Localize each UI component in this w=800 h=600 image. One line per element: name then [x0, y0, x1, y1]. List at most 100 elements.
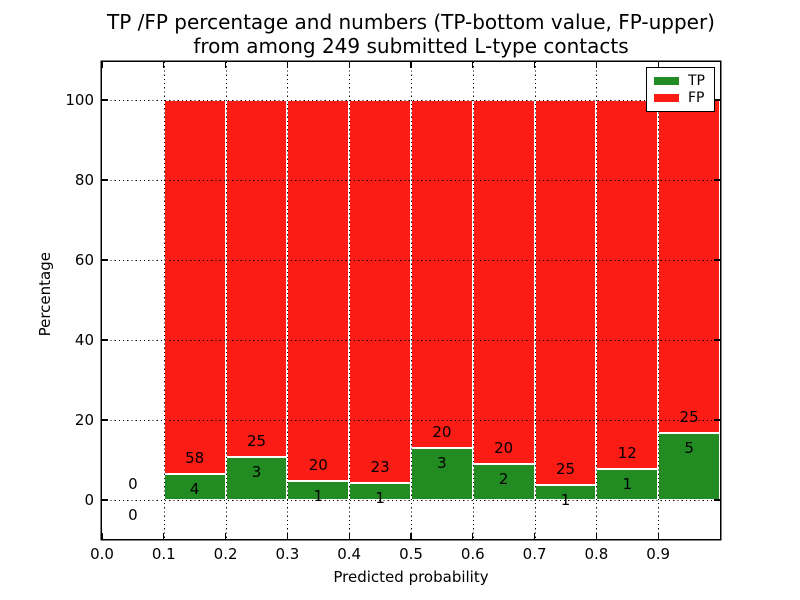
x-tick-mark — [286, 62, 289, 68]
v-gridline — [349, 62, 351, 539]
tp-count-label: 1 — [313, 486, 324, 505]
v-gridline — [534, 62, 536, 539]
fp-count-label: 23 — [370, 458, 390, 477]
y-tick-mark — [102, 99, 108, 101]
chart-title: TP /FP percentage and numbers (TP-bottom… — [102, 10, 720, 58]
x-tick-mark — [534, 62, 536, 68]
bar-fp-segment — [596, 100, 659, 470]
v-gridline — [658, 62, 660, 539]
y-tick-mark — [714, 179, 720, 181]
y-tick-mark — [102, 499, 108, 501]
y-tick-mark — [714, 339, 720, 341]
bar-fp-segment — [534, 100, 597, 485]
legend-label-fp: FP — [688, 90, 705, 106]
bar-fp-segment — [163, 100, 226, 475]
y-tick-label: 0 — [84, 491, 94, 509]
x-tick-mark — [595, 533, 598, 539]
tp-count-label: 2 — [498, 469, 509, 488]
x-tick-label: 0.2 — [213, 545, 238, 563]
y-tick-label: 100 — [65, 91, 94, 109]
legend-entry-fp: FP — [654, 90, 705, 106]
bar-fp-segment — [658, 100, 720, 434]
y-tick-mark — [102, 339, 108, 341]
x-tick-mark — [101, 62, 103, 68]
x-tick-mark — [163, 533, 165, 539]
y-tick-mark — [714, 499, 720, 501]
y-tick-mark — [714, 259, 720, 261]
x-tick-label: 0.5 — [399, 545, 423, 563]
chart-title-line2: from among 249 submitted L-type contacts — [193, 34, 629, 58]
v-gridline — [411, 62, 412, 539]
bar-tp-segment — [225, 457, 288, 500]
bar-fp-segment — [349, 100, 411, 484]
tp-color-swatch-icon — [654, 77, 679, 85]
legend: TP FP — [646, 67, 715, 112]
x-tick-mark — [286, 533, 289, 539]
y-tick-label: 20 — [74, 411, 94, 429]
fp-count-label: 25 — [679, 408, 699, 427]
v-gridline — [472, 62, 474, 539]
legend-label-tp: TP — [688, 73, 705, 89]
x-tick-label: 0.8 — [584, 545, 609, 563]
v-gridline — [287, 62, 289, 539]
tp-count-label: 4 — [189, 480, 200, 499]
tp-count-label: 1 — [375, 489, 385, 508]
x-tick-label: 0.6 — [460, 545, 485, 563]
x-tick-mark — [534, 533, 536, 539]
x-tick-mark — [657, 62, 659, 68]
fp-count-label: 58 — [185, 449, 205, 468]
x-tick-label: 0.0 — [90, 545, 114, 563]
v-gridline — [163, 62, 165, 539]
y-tick-label: 40 — [74, 331, 94, 349]
fp-count-label: 20 — [432, 422, 452, 441]
tp-count-label: 3 — [251, 463, 262, 482]
x-tick-mark — [410, 533, 412, 539]
chart-title-line1: TP /FP percentage and numbers (TP-bottom… — [107, 10, 715, 34]
y-tick-mark — [102, 179, 108, 181]
legend-entry-tp: TP — [654, 73, 705, 89]
plot-area: 0 0 58 4 25 3 20 1 23 1 20 3 20 2 25 1 12 1 25 5 — [101, 62, 720, 539]
tp-count-label: 1 — [622, 475, 633, 494]
y-tick-label: 80 — [74, 171, 94, 189]
y-tick-mark — [102, 419, 108, 421]
y-tick-mark — [714, 99, 720, 101]
x-axis-label: Predicted probability — [333, 568, 489, 586]
tp-count-label: 3 — [437, 453, 447, 472]
x-tick-mark — [225, 533, 227, 539]
bar-fp-segment — [225, 100, 288, 458]
v-gridline — [596, 62, 598, 539]
fp-count-label: 25 — [246, 432, 267, 451]
fp-count-label: 12 — [617, 444, 637, 463]
fp-count-label: 20 — [308, 455, 328, 474]
x-tick-mark — [348, 533, 350, 539]
bar-tp-segment — [163, 474, 226, 500]
v-gridline — [225, 62, 227, 539]
fp-count-label: 0 — [128, 475, 138, 493]
x-tick-mark — [101, 533, 103, 539]
fp-color-swatch-icon — [654, 94, 679, 102]
bar-fp-segment — [472, 100, 535, 464]
y-tick-label: 60 — [74, 251, 94, 269]
y-tick-mark — [714, 419, 720, 421]
tp-count-label: 5 — [684, 439, 694, 458]
x-tick-mark — [472, 62, 474, 68]
x-tick-mark — [472, 533, 474, 539]
x-tick-mark — [657, 533, 659, 539]
y-tick-mark — [102, 259, 108, 261]
bar-fp-segment — [287, 100, 350, 481]
x-tick-label: 0.1 — [151, 545, 176, 563]
x-tick-label: 0.4 — [337, 545, 362, 563]
x-tick-mark — [410, 62, 412, 68]
bar-tp-segment — [411, 447, 473, 500]
x-tick-mark — [595, 62, 598, 68]
x-tick-mark — [163, 62, 165, 68]
x-tick-mark — [348, 62, 350, 68]
x-tick-label: 0.9 — [646, 545, 671, 563]
x-tick-label: 0.7 — [522, 545, 547, 563]
tp-count-label: 1 — [560, 490, 571, 509]
x-tick-mark — [225, 62, 227, 68]
fp-count-label: 25 — [555, 459, 576, 478]
tp-count-label: 0 — [128, 506, 138, 524]
x-tick-label: 0.3 — [275, 545, 300, 563]
